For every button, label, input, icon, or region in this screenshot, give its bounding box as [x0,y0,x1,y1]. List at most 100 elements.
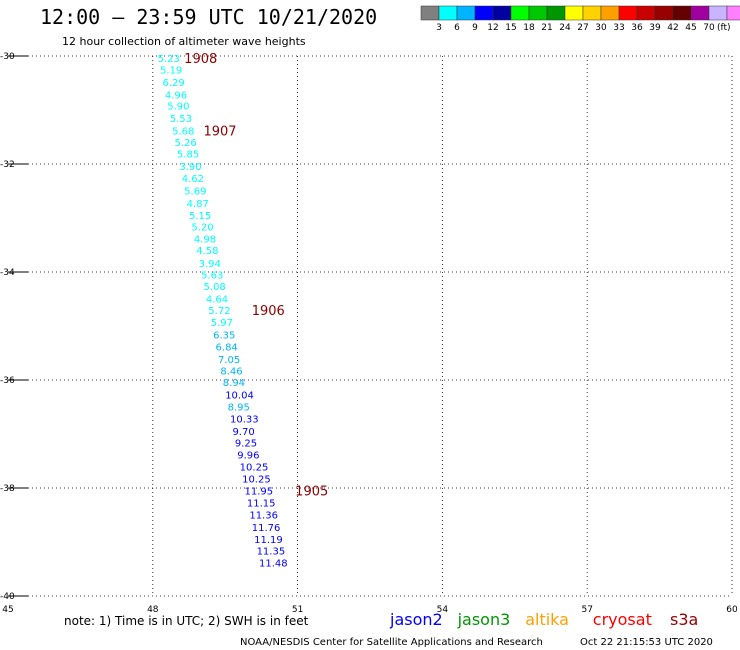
scale-swatch [654,5,674,21]
wave-height-point: 10.25 [240,462,269,473]
wave-height-point: 4.98 [194,235,216,246]
scale-swatch [690,5,710,21]
scale-swatch [528,5,548,21]
chart-subtitle: 12 hour collection of altimeter wave hei… [62,35,306,48]
wave-height-point: 10.33 [230,414,259,425]
scale-swatch [546,5,566,21]
wave-height-point: 4.87 [187,199,209,210]
wave-height-point: 9.70 [232,427,254,438]
scale-tick-label: 36 [631,23,643,33]
wave-height-point: 5.26 [175,138,197,149]
y-axis-ticks: -30 -32 -34 -36 -38 -40 [0,52,15,602]
wave-height-point: 10.04 [225,391,254,402]
time-label: 1906 [252,304,285,319]
scale-tick-label: 6 [454,23,460,33]
scale-swatch [420,5,440,21]
wave-height-point: 9.96 [237,451,259,462]
time-label: 1907 [203,125,236,140]
wave-height-point: 11.35 [257,547,286,558]
x-tick-label: 60 [726,605,738,615]
wave-height-point: 5.23 [158,54,180,65]
scale-swatch [564,5,584,21]
wave-height-point: 11.19 [254,535,283,546]
wave-height-point: 5.15 [189,211,211,222]
scale-tick-label: 18 [523,23,535,33]
satellite-legend-jason3: jason3 [457,610,511,629]
scale-swatch [492,5,512,21]
x-tick-label: 54 [437,605,449,615]
scale-unit-label: (ft) [717,23,731,33]
scale-tick-label: 9 [472,23,478,33]
scale-tick-label: 39 [649,23,661,33]
wave-height-point: 5.68 [172,127,194,138]
scale-tick-label: 12 [487,23,498,33]
satellite-legend-jason2: jason2 [389,610,443,629]
wave-height-point: 5.19 [160,66,182,77]
wave-height-point: 3.94 [199,259,221,270]
scale-swatch [618,5,638,21]
wave-height-point: 6.84 [216,343,238,354]
wave-height-point: 11.15 [247,499,276,510]
footer-credit: NOAA/NESDIS Center for Satellite Applica… [240,637,543,648]
scale-swatch [582,5,602,21]
wave-height-point: 3.90 [179,162,201,173]
wave-height-point: 5.97 [211,318,233,329]
wave-height-point: 4.64 [206,294,228,305]
x-axis-ticks: 45 48 51 54 57 60 [2,605,738,615]
chart-title: 12:00 – 23:59 UTC 10/21/2020 [40,5,377,29]
wave-height-point: 5.72 [208,306,230,317]
plot-grid [8,55,733,597]
time-label: 1908 [184,52,217,67]
x-tick-label: 51 [292,605,303,615]
y-tick-label: -40 [0,592,15,602]
scale-swatch [726,5,740,21]
satellite-legend: jason2 jason3 altika cryosat s3a [389,610,698,629]
wave-height-point: 5.85 [177,150,199,161]
scale-swatch [672,5,692,21]
scale-swatch [510,5,530,21]
scale-tick-label: 24 [559,23,571,33]
y-tick-label: -36 [0,376,15,386]
wave-height-point: 4.62 [182,174,204,185]
y-tick-label: -34 [0,268,15,278]
wave-height-point: 5.20 [191,223,213,234]
wave-height-point: 5.08 [203,282,225,293]
wave-height-points: 5.235.196.294.965.905.53 5.685.265.853.90… [158,54,288,569]
wave-height-point: 4.58 [196,246,218,257]
wave-height-color-scale: 3 6 9 12 15 18 21 24 27 30 33 36 39 42 45 70 [420,5,740,33]
wave-height-point: 4.96 [165,90,187,101]
wave-height-point: 5.53 [170,114,192,125]
wave-height-point: 11.48 [259,559,288,570]
y-tick-label: -32 [0,160,15,170]
wave-height-point: 5.90 [167,102,189,113]
wave-height-point: 8.46 [220,366,242,377]
scale-swatch [600,5,620,21]
scale-tick-label: 45 [685,23,696,33]
time-label: 1905 [295,485,328,500]
scale-tick-label: 70 [703,23,715,33]
scale-swatch [708,5,728,21]
scale-swatch [438,5,458,21]
wave-height-point: 11.76 [252,523,281,534]
wave-height-point: 10.25 [242,474,271,485]
wave-height-point: 6.29 [162,78,184,89]
time-labels: 1908 1907 1906 1905 [184,52,328,500]
scale-tick-label: 15 [505,23,516,33]
scale-tick-label: 21 [541,23,552,33]
footer-timestamp: Oct 22 21:15:53 UTC 2020 [580,637,713,648]
x-tick-label: 57 [581,605,592,615]
satellite-legend-cryosat: cryosat [593,610,652,629]
wave-height-point: 8.95 [228,402,250,413]
scale-tick-label: 33 [613,23,624,33]
wave-height-point: 5.69 [184,186,206,197]
scale-swatch [474,5,494,21]
x-tick-label: 45 [2,605,13,615]
wave-height-point: 11.36 [249,510,278,521]
wave-height-point: 7.05 [218,355,240,366]
x-tick-label: 48 [147,605,159,615]
wave-height-point: 8.94 [223,378,245,389]
satellite-legend-altika: altika [525,610,569,629]
satellite-legend-s3a: s3a [670,610,698,629]
y-tick-label: -38 [0,484,15,494]
